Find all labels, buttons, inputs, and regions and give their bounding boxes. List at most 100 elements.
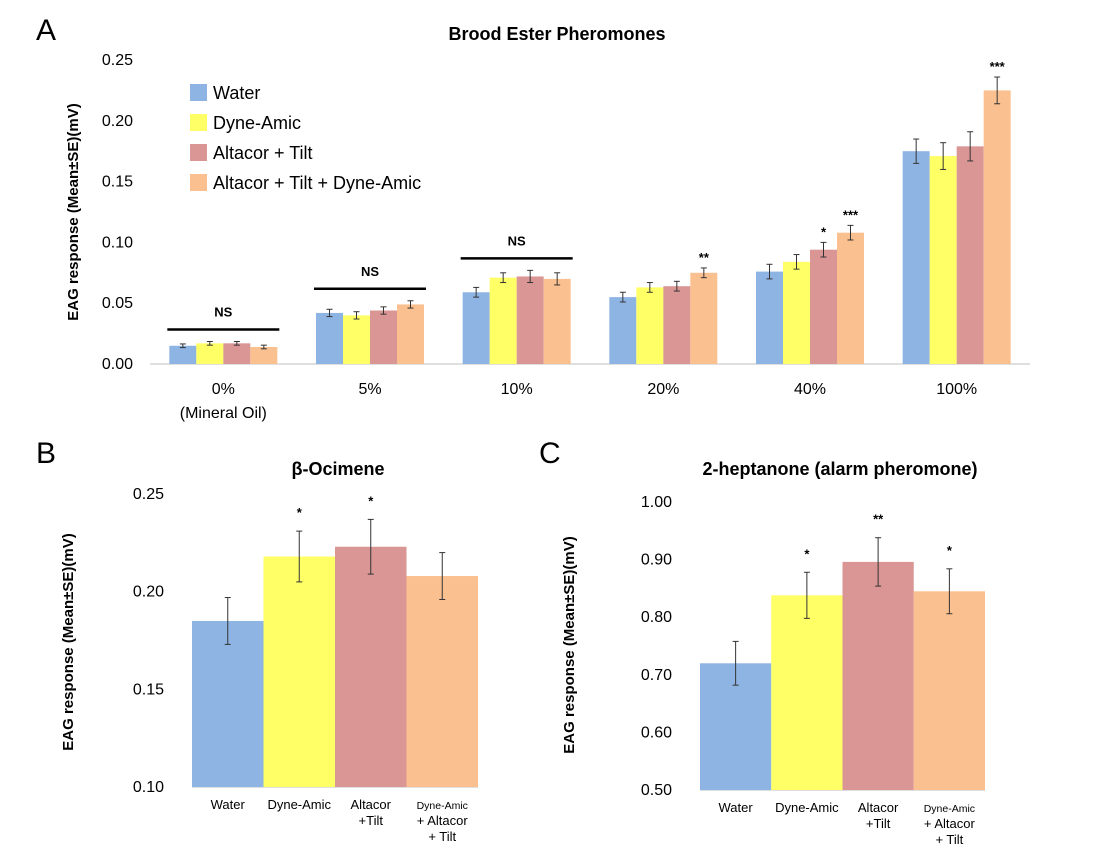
- chart-c-ytick-label: 1.00: [641, 494, 672, 511]
- chart-a-ytick-label: 0.05: [102, 295, 133, 312]
- chart-a-legend-swatch: [190, 144, 207, 161]
- chart-b-ytick-label: 0.25: [133, 486, 164, 503]
- chart-b-bar: [192, 620, 264, 787]
- chart-a-bar: [489, 277, 517, 364]
- chart-c-category-label: Dyne-Amic: [924, 803, 975, 815]
- chart-c-significance-mark: **: [873, 512, 884, 527]
- chart-c-bar: [913, 591, 985, 790]
- chart-b-bar: [263, 556, 335, 787]
- chart-a-bar: [169, 345, 197, 364]
- chart-c-category-label: + Tilt: [935, 832, 963, 847]
- chart-a-significance-mark: *: [821, 224, 827, 239]
- chart-a-category-label: 10%: [501, 381, 533, 398]
- chart-a-bar: [397, 304, 424, 364]
- chart-a-legend-swatch: [190, 84, 207, 101]
- chart-b-bar: [406, 576, 478, 787]
- chart-b-significance-mark: *: [368, 493, 374, 508]
- chart-b-category-label: Dyne-Amic: [267, 797, 331, 812]
- chart-b-ylabel: EAG response (Mean±SE)(mV): [60, 533, 77, 750]
- chart-c-category-label: Water: [719, 800, 754, 815]
- chart-c-significance-mark: *: [947, 543, 953, 558]
- chart-a-category-sublabel: (Mineral Oil): [180, 405, 267, 422]
- chart-b-ytick-label: 0.20: [133, 584, 164, 601]
- chart-a-category-label: 5%: [358, 381, 381, 398]
- chart-b-category-label: + Tilt: [428, 829, 456, 844]
- chart-b-category-label: Dyne-Amic: [417, 800, 468, 812]
- chart-a-bar: [756, 271, 783, 364]
- chart-a-bar: [636, 287, 664, 364]
- chart-c-ytick-label: 0.60: [641, 724, 672, 741]
- chart-a-legend-label: Water: [213, 83, 260, 103]
- chart-a-bar: [343, 315, 370, 364]
- chart-b-ytick-label: 0.10: [133, 779, 164, 796]
- chart-c-ytick-label: 0.70: [641, 667, 672, 684]
- chart-a-ytick-label: 0.15: [102, 174, 133, 191]
- chart-c-category-label: +Tilt: [866, 816, 891, 831]
- chart-b-category-label: + Altacor: [417, 813, 469, 828]
- chart-c-significance-mark: *: [804, 546, 810, 561]
- chart-panel-b: β-Ocimene EAG response (Mean±SE)(mV) 0.1…: [60, 459, 478, 844]
- chart-b-category-label: Altacor: [351, 797, 392, 812]
- chart-c-bar: [842, 561, 914, 790]
- chart-a-ylabel: EAG response (Mean±SE)(mV): [65, 103, 82, 320]
- chart-a-significance-mark: ***: [843, 207, 859, 222]
- chart-a-legend-label: Dyne-Amic: [213, 113, 301, 133]
- chart-c-title: 2-heptanone (alarm pheromone): [702, 459, 977, 479]
- chart-c-category-label: Dyne-Amic: [775, 800, 839, 815]
- panel-letter-b: B: [36, 437, 56, 470]
- chart-a-bar: [370, 310, 397, 364]
- chart-a-bar: [196, 343, 224, 364]
- chart-a-bar: [783, 261, 810, 364]
- chart-a-ns-label: NS: [508, 233, 526, 248]
- chart-a-ytick-label: 0.25: [102, 52, 133, 69]
- chart-a-title: Brood Ester Pheromones: [448, 24, 665, 44]
- chart-a-ns-label: NS: [361, 264, 379, 279]
- chart-a-category-label: 0%: [212, 381, 235, 398]
- chart-b-category-label: Water: [211, 797, 246, 812]
- panel-letter-a: A: [36, 14, 56, 47]
- chart-a-legend-label: Altacor + Tilt + Dyne-Amic: [213, 173, 421, 193]
- chart-a-bar: [929, 156, 957, 364]
- chart-b-title: β-Ocimene: [291, 459, 384, 479]
- chart-a-bar: [956, 146, 984, 364]
- chart-b-ytick-label: 0.15: [133, 681, 164, 698]
- chart-c-ylabel: EAG response (Mean±SE)(mV): [561, 536, 578, 753]
- chart-c-category-label: + Altacor: [924, 816, 976, 831]
- chart-a-ytick-label: 0.10: [102, 234, 133, 251]
- chart-a-ns-label: NS: [214, 305, 232, 320]
- chart-a-category-label: 40%: [794, 381, 826, 398]
- chart-a-bar: [609, 297, 637, 364]
- chart-a-bar: [663, 286, 691, 364]
- chart-a-legend-label: Altacor + Tilt: [213, 143, 313, 163]
- chart-c-ytick-label: 0.90: [641, 552, 672, 569]
- chart-a-bar: [223, 343, 251, 364]
- chart-c-bar: [771, 595, 843, 790]
- chart-c-category-label: Altacor: [858, 800, 899, 815]
- chart-a-category-label: 20%: [647, 381, 679, 398]
- chart-b-bar: [335, 546, 407, 787]
- chart-a-significance-mark: **: [699, 250, 710, 265]
- chart-a-bar: [250, 346, 278, 364]
- chart-a-bar: [902, 151, 930, 364]
- panel-letter-c: C: [539, 437, 561, 470]
- chart-a-bar: [837, 232, 864, 364]
- chart-panel-c: 2-heptanone (alarm pheromone) EAG respon…: [561, 459, 985, 847]
- chart-c-ytick-label: 0.50: [641, 782, 672, 799]
- chart-panel-a: Brood Ester Pheromones EAG response (Mea…: [65, 24, 1030, 422]
- chart-a-category-label: 100%: [936, 381, 977, 398]
- chart-a-bar: [690, 272, 718, 364]
- chart-a-bar: [983, 90, 1011, 365]
- chart-b-category-label: +Tilt: [359, 813, 384, 828]
- chart-a-ytick-label: 0.20: [102, 113, 133, 130]
- chart-a-bar: [543, 278, 571, 364]
- chart-b-significance-mark: *: [297, 505, 303, 520]
- chart-a-bar: [516, 276, 544, 364]
- chart-a-significance-mark: ***: [990, 59, 1006, 74]
- chart-a-legend-swatch: [190, 114, 207, 131]
- chart-a-legend-swatch: [190, 174, 207, 191]
- chart-a-bar: [316, 312, 343, 364]
- chart-a-bar: [462, 292, 490, 364]
- chart-a-ytick-label: 0.00: [102, 356, 133, 373]
